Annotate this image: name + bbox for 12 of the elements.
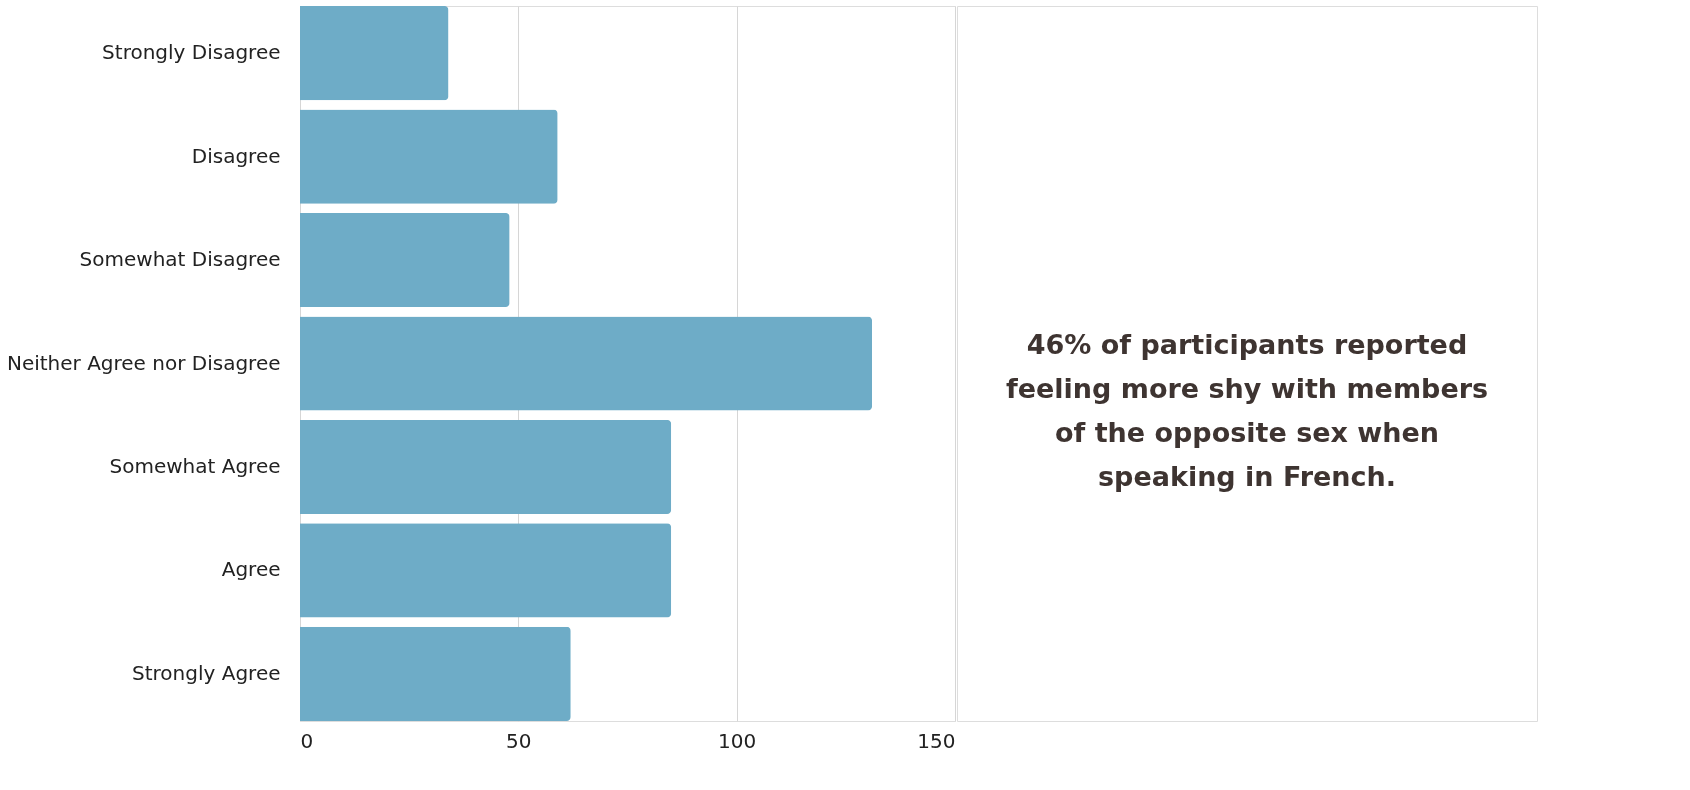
text: 46% of participants reported feeling more shy with members of the opposite sex when speaking in French.: [1005, 329, 1489, 492]
y-tick-label: Strongly Agree: [132, 660, 281, 685]
y-tick-label: Somewhat Agree: [109, 453, 281, 478]
y-tick-label: Disagree: [191, 143, 281, 168]
y-tick-label: Strongly Disagree: [102, 40, 281, 65]
x-tick-label: 50: [506, 728, 532, 753]
y-tick-label: Agree: [221, 557, 281, 582]
y-tick-label: Somewhat Disagree: [79, 247, 281, 272]
x-tick-label: 100: [718, 728, 757, 753]
x-tick-label: 150: [917, 728, 956, 753]
x-tick-label: 0: [300, 728, 314, 753]
y-tick-label: Neither Agree nor Disagree: [6, 350, 281, 375]
